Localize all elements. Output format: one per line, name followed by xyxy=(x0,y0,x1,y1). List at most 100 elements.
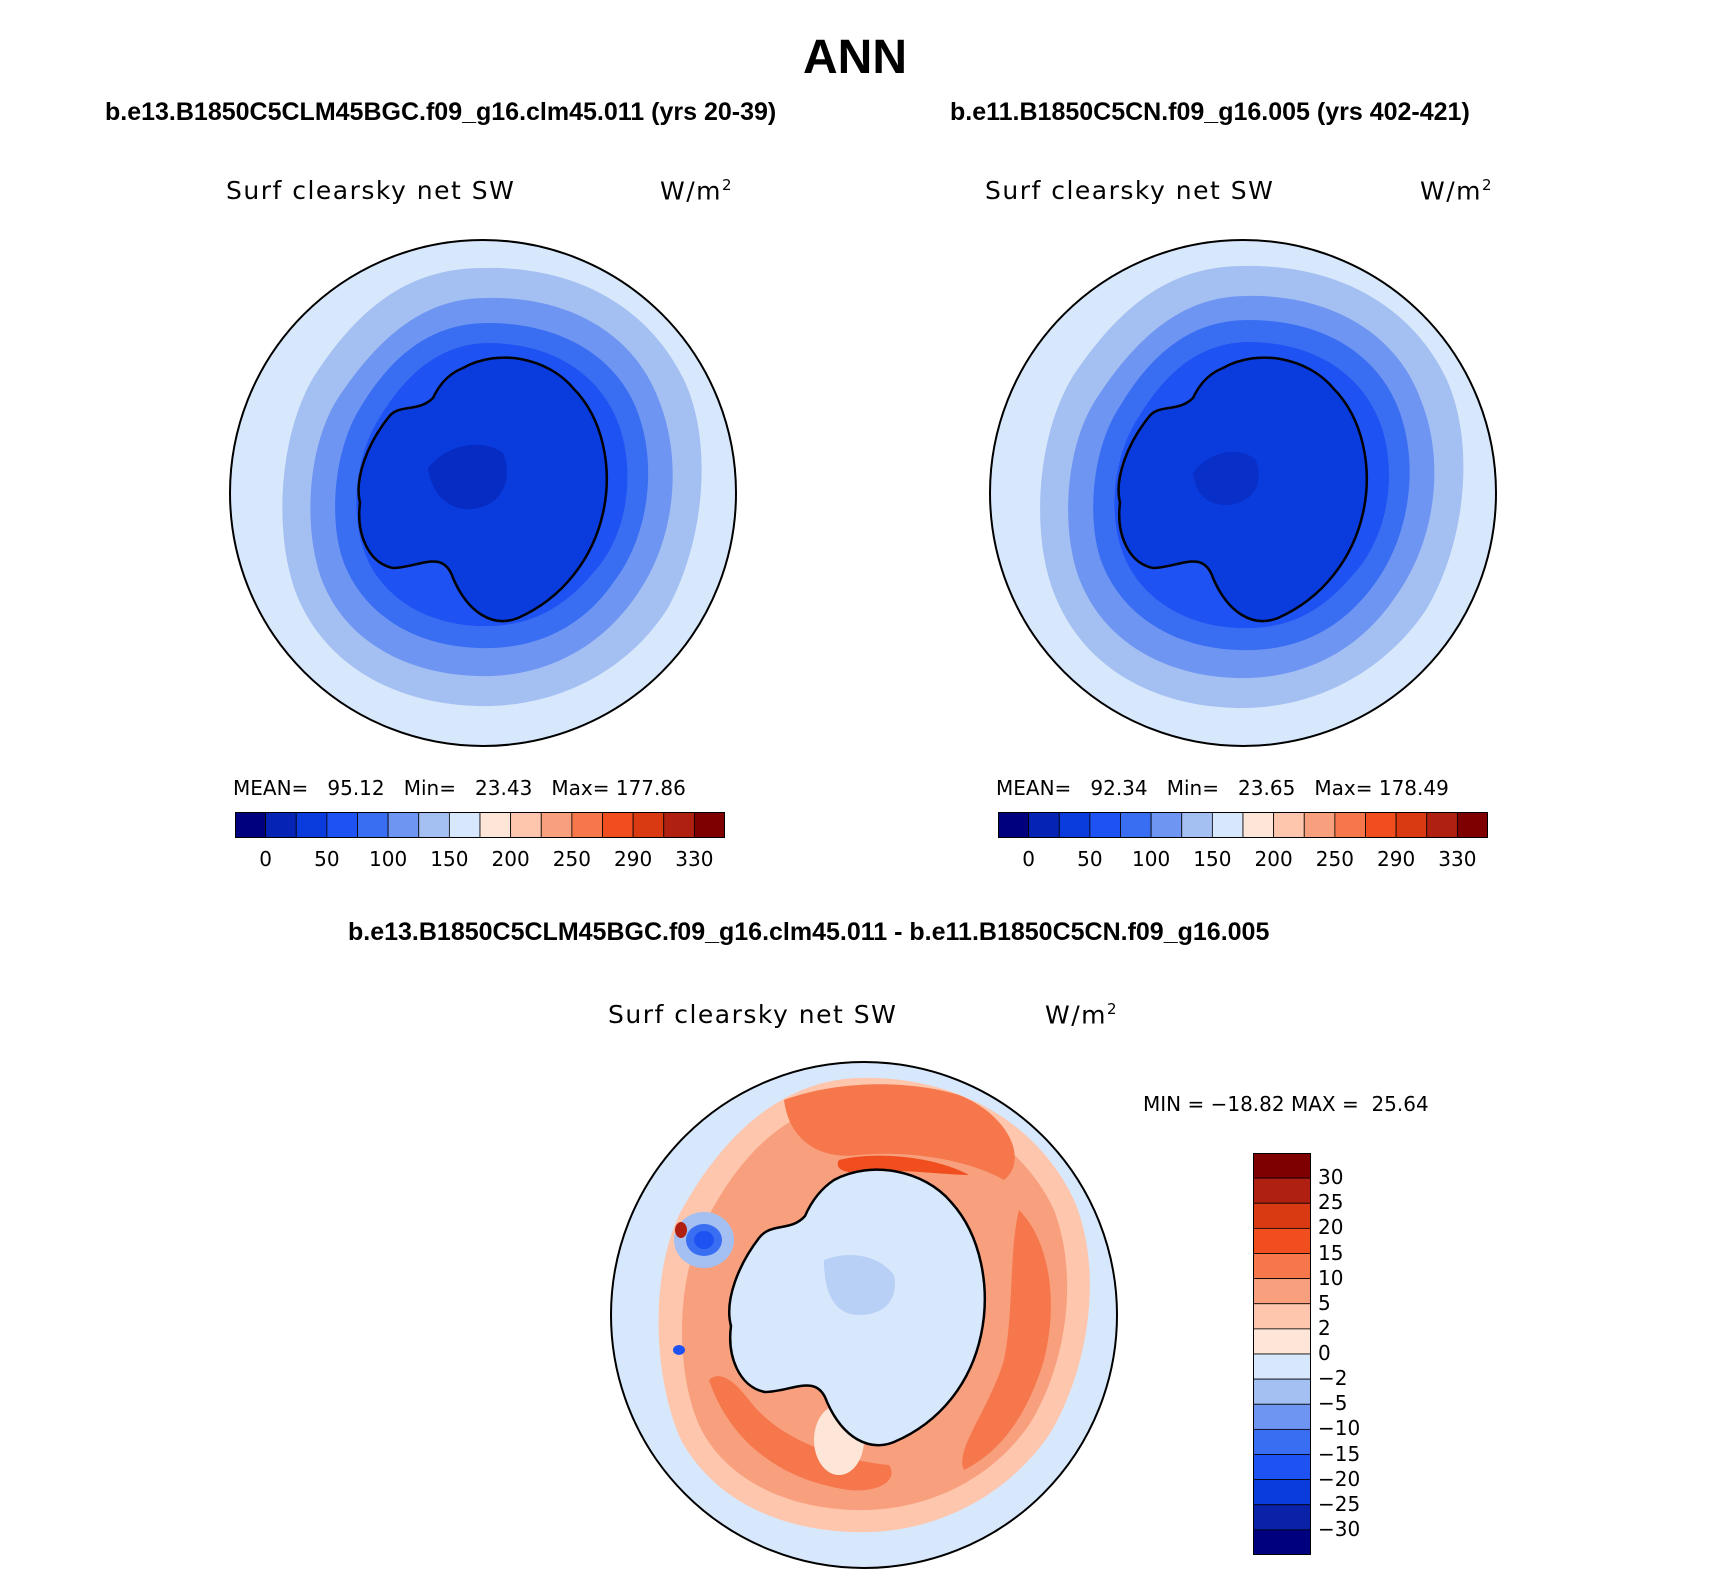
colorbar-tick-label: 50 xyxy=(314,847,340,871)
panel-1-polar-map xyxy=(229,239,737,747)
colorbar-tick-label: 200 xyxy=(1254,847,1293,871)
colorbar-swatch xyxy=(1120,812,1152,838)
colorbar-swatch xyxy=(998,812,1030,838)
contour-band xyxy=(428,444,507,510)
colorbar-tick-label: −10 xyxy=(1318,1416,1361,1441)
panel-1-units-label: W/m2 xyxy=(660,176,734,206)
colorbar-swatch xyxy=(1211,812,1244,838)
colorbar-swatch xyxy=(1253,1504,1311,1531)
colorbar-tick-label: −5 xyxy=(1318,1391,1348,1416)
colorbar-tick-label: 250 xyxy=(1315,847,1354,871)
colorbar-swatch xyxy=(693,812,725,838)
colorbar-tick-label: 15 xyxy=(1318,1240,1344,1265)
colorbar-swatch xyxy=(1253,1479,1311,1506)
colorbar-swatch xyxy=(571,812,603,838)
panel-2-colorbar xyxy=(998,812,1488,838)
colorbar-tick-label: −15 xyxy=(1318,1441,1361,1466)
colorbar-tick-label: 10 xyxy=(1318,1265,1344,1290)
colorbar-swatch xyxy=(1253,1353,1311,1380)
colorbar-swatch xyxy=(1253,1153,1311,1179)
colorbar-swatch xyxy=(540,812,573,838)
contour-band xyxy=(962,1210,1051,1470)
colorbar-swatch xyxy=(1395,812,1428,838)
panel-1-stats: MEAN= 95.12 Min= 23.43 Max= 177.86 xyxy=(233,776,686,800)
colorbar-swatch xyxy=(1253,1227,1311,1254)
positive-anomaly xyxy=(675,1222,687,1238)
colorbar-swatch xyxy=(1303,812,1336,838)
colorbar-swatch xyxy=(602,812,634,838)
panel-2-stats: MEAN= 92.34 Min= 23.65 Max= 178.49 xyxy=(996,776,1449,800)
negative-anomaly xyxy=(673,1345,685,1355)
colorbar-swatch xyxy=(1253,1529,1311,1555)
colorbar-swatch xyxy=(479,812,512,838)
colorbar-swatch xyxy=(1058,812,1091,838)
colorbar-tick-label: 0 xyxy=(1318,1341,1331,1365)
colorbar-tick-label: 200 xyxy=(491,847,530,871)
colorbar-tick-label: 330 xyxy=(675,847,714,871)
panel-1-colorbar xyxy=(235,812,725,838)
panel-2-units-label: W/m2 xyxy=(1420,176,1494,206)
colorbar-tick-label: 330 xyxy=(1438,847,1477,871)
colorbar-tick-label: 250 xyxy=(552,847,591,871)
colorbar-tick-label: −2 xyxy=(1318,1366,1348,1391)
contour-band xyxy=(824,1255,895,1315)
diff-colorbar-ticks: 30 25 20 15 10 5 2 0 −2 −5 −10 −15 −20 −25 −30 xyxy=(1318,1153,1398,1555)
colorbar-swatch xyxy=(1181,812,1213,838)
diff-variable-label: Surf clearsky net SW xyxy=(608,1000,898,1029)
contour-band xyxy=(784,1084,1015,1180)
colorbar-swatch xyxy=(418,812,450,838)
colorbar-swatch xyxy=(1426,812,1458,838)
colorbar-tick-label: 30 xyxy=(1318,1165,1344,1190)
diff-units-label: W/m2 xyxy=(1045,1000,1119,1030)
colorbar-swatch xyxy=(1253,1278,1311,1305)
colorbar-swatch xyxy=(1028,812,1060,838)
colorbar-tick-label: 290 xyxy=(614,847,653,871)
colorbar-tick-label: 0 xyxy=(259,847,272,871)
colorbar-swatch xyxy=(1253,1454,1311,1481)
colorbar-swatch xyxy=(1150,812,1183,838)
colorbar-tick-label: 100 xyxy=(1132,847,1171,871)
panel-1-colorbar-ticks: 0 50 100 150 200 250 290 330 xyxy=(235,847,725,873)
colorbar-tick-label: 150 xyxy=(1193,847,1232,871)
colorbar-swatch xyxy=(1253,1378,1311,1405)
colorbar-swatch xyxy=(448,812,481,838)
colorbar-swatch xyxy=(1253,1202,1311,1229)
colorbar-tick-label: 2 xyxy=(1318,1315,1331,1340)
colorbar-swatch xyxy=(235,812,267,838)
colorbar-swatch xyxy=(295,812,328,838)
colorbar-tick-label: −30 xyxy=(1318,1516,1361,1541)
colorbar-tick-label: −20 xyxy=(1318,1466,1361,1491)
colorbar-swatch xyxy=(1253,1253,1311,1280)
panel-2-polar-map xyxy=(989,239,1497,747)
colorbar-swatch xyxy=(265,812,297,838)
panel-2-case-title: b.e11.B1850C5CN.f09_g16.005 (yrs 402-421… xyxy=(950,98,1470,126)
colorbar-swatch xyxy=(357,812,389,838)
colorbar-tick-label: 100 xyxy=(369,847,408,871)
colorbar-swatch xyxy=(1253,1403,1311,1430)
panel-1-case-title: b.e13.B1850C5CLM45BGC.f09_g16.clm45.011 … xyxy=(105,98,777,126)
colorbar-tick-label: 290 xyxy=(1377,847,1416,871)
figure-title: ANN xyxy=(803,31,907,84)
colorbar-swatch xyxy=(1365,812,1397,838)
negative-anomaly xyxy=(694,1231,714,1249)
colorbar-swatch xyxy=(663,812,695,838)
colorbar-swatch xyxy=(1089,812,1121,838)
diff-colorbar xyxy=(1253,1153,1311,1555)
colorbar-swatch xyxy=(632,812,665,838)
colorbar-swatch xyxy=(1456,812,1488,838)
colorbar-tick-label: 0 xyxy=(1022,847,1035,871)
colorbar-swatch xyxy=(1242,812,1275,838)
colorbar-tick-label: −25 xyxy=(1318,1491,1361,1516)
colorbar-tick-label: 20 xyxy=(1318,1215,1344,1240)
colorbar-tick-label: 50 xyxy=(1077,847,1103,871)
colorbar-tick-label: 150 xyxy=(430,847,469,871)
contour-band xyxy=(1193,451,1259,505)
panel-2-colorbar-ticks: 0 50 100 150 200 250 290 330 xyxy=(998,847,1488,873)
diff-polar-map xyxy=(610,1061,1118,1569)
panel-2-variable-label: Surf clearsky net SW xyxy=(985,176,1275,205)
diff-title: b.e13.B1850C5CLM45BGC.f09_g16.clm45.011 … xyxy=(348,918,1270,946)
colorbar-swatch xyxy=(326,812,358,838)
colorbar-swatch xyxy=(1253,1177,1311,1204)
colorbar-swatch xyxy=(1253,1303,1311,1330)
colorbar-swatch xyxy=(1273,812,1305,838)
